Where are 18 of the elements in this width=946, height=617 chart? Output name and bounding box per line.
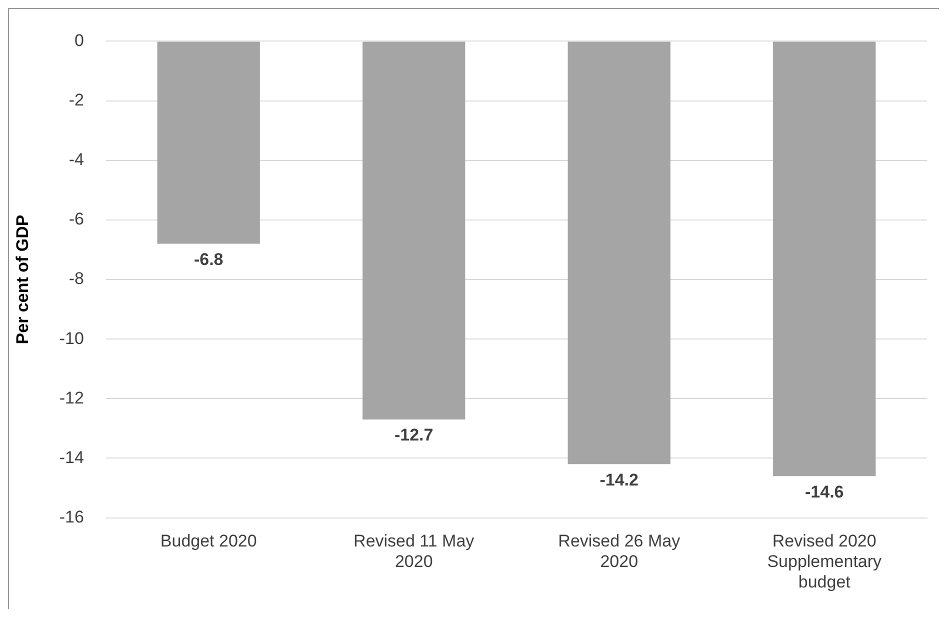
y-tick-label: 0 — [74, 30, 84, 50]
y-tick-label: -12 — [59, 388, 84, 408]
y-tick-label: -6 — [68, 210, 84, 229]
x-tick-label: Revised 2020 Supplementary budget — [767, 532, 882, 592]
y-tick-label: -4 — [68, 150, 84, 170]
data-label: -14.2 — [600, 470, 638, 490]
data-label: -12.7 — [394, 426, 434, 445]
y-tick-label: -8 — [68, 269, 84, 288]
y-tick-label: -10 — [59, 328, 84, 348]
y-tick-label: -14 — [59, 448, 84, 467]
x-tick-label: Revised 26 May 2020 — [558, 532, 681, 572]
y-tick-label: -16 — [59, 507, 84, 526]
data-label: -14.6 — [804, 482, 844, 502]
x-tick-label: Budget 2020 — [160, 532, 257, 551]
y-tick-label: -2 — [68, 90, 84, 110]
data-label: -6.8 — [194, 250, 224, 269]
x-tick-label: Revised 11 May 2020 — [354, 532, 475, 572]
y-axis-title: Per cent of GDP — [12, 214, 32, 344]
